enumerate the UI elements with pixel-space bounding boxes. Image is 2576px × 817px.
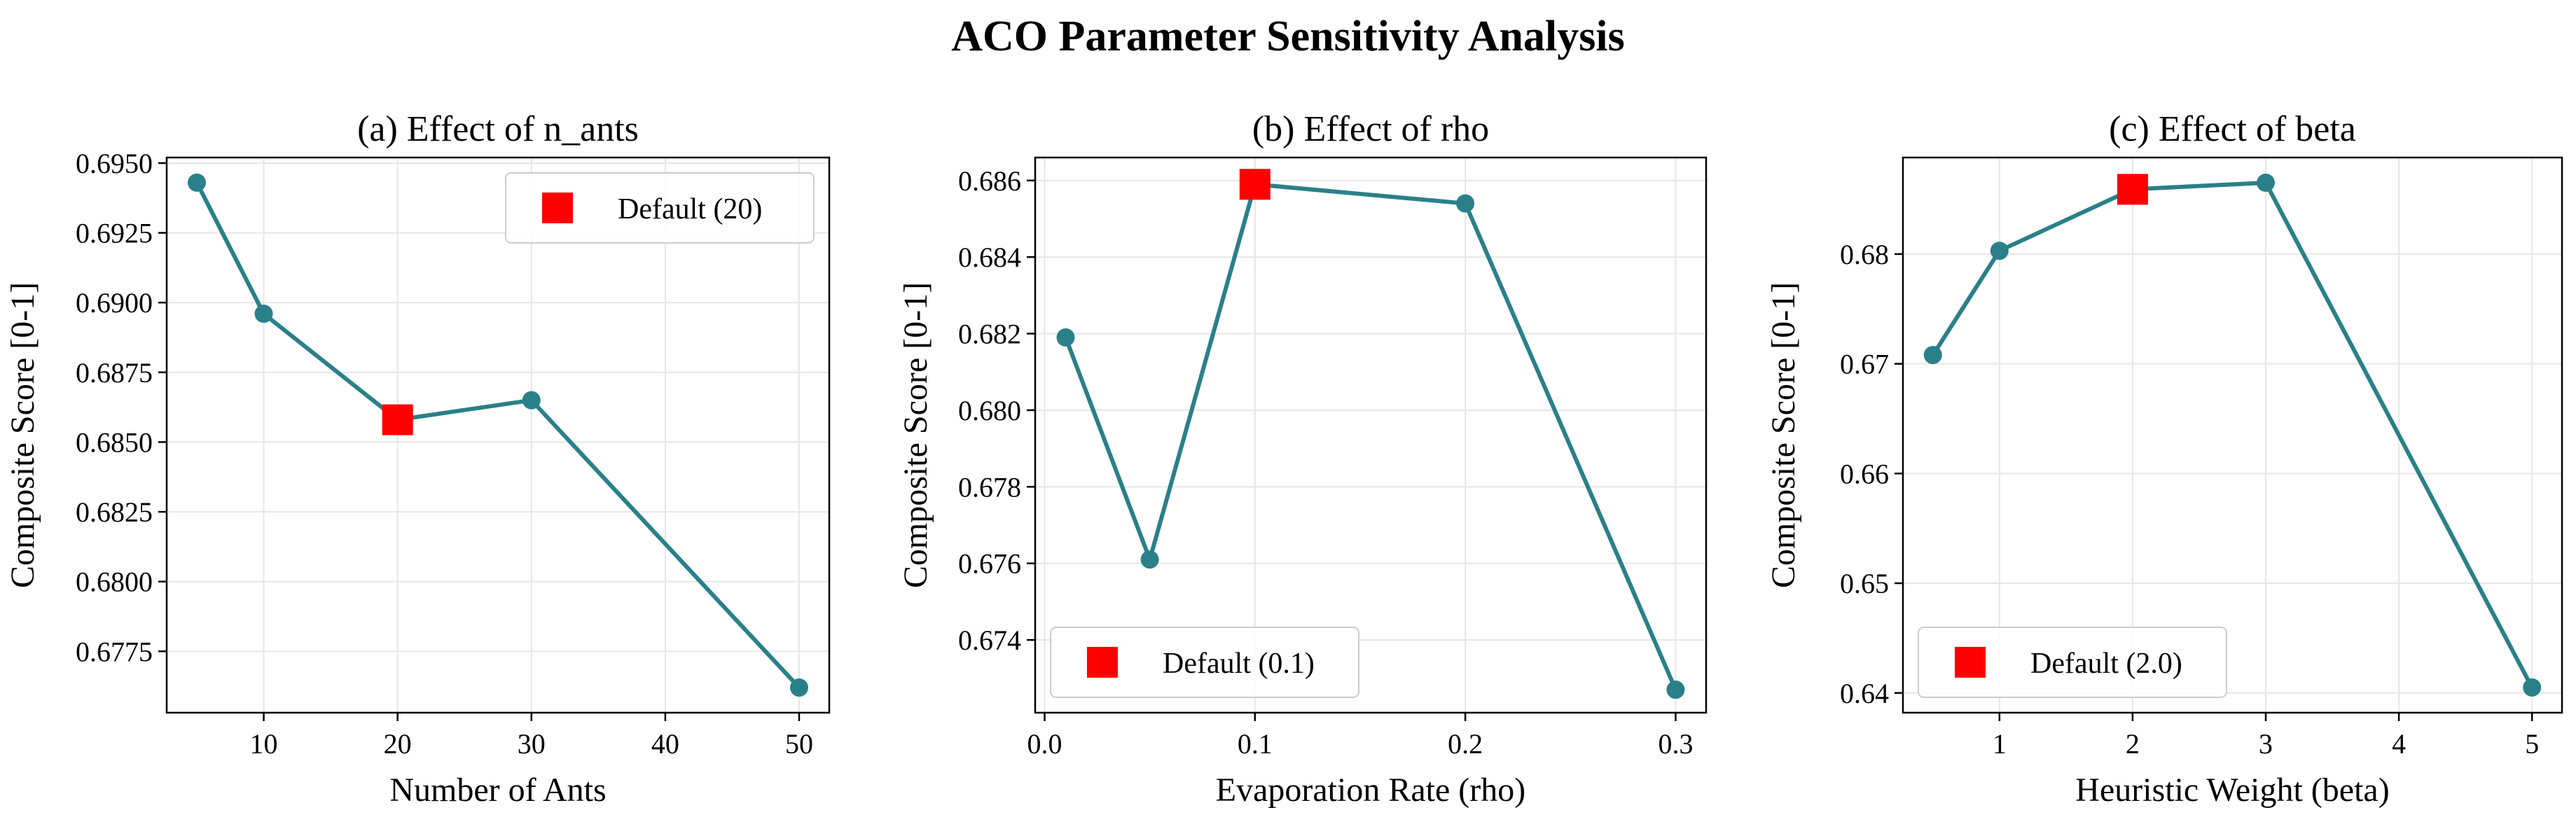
data-point — [790, 678, 808, 697]
y-tick-label: 0.680 — [958, 395, 1021, 426]
data-point — [1140, 550, 1159, 569]
legend-label: Default (0.1) — [1163, 648, 1315, 680]
y-tick-label: 0.676 — [958, 548, 1021, 580]
legend-label: Default (20) — [618, 193, 762, 225]
figure-title: ACO Parameter Sensitivity Analysis — [951, 13, 1625, 60]
x-tick-label: 30 — [518, 728, 546, 760]
y-axis-label: Composite Score [0-1] — [1765, 282, 1802, 588]
legend-box — [1050, 627, 1359, 698]
y-tick-label: 0.674 — [958, 624, 1021, 656]
y-tick-label: 0.6900 — [76, 287, 153, 319]
panel-effect-of-beta: 1 2 3 4 5 0.64 0.65 0.66 0.67 0.68 (c) Effect of b… — [1765, 109, 2563, 809]
y-tick-label: 0.6775 — [76, 636, 153, 667]
x-tick-label: 1 — [1993, 728, 2007, 760]
panel-effect-of-rho: 0.0 0.1 0.2 0.3 0.674 0.676 0.678 0.680 0.682 0.6… — [897, 109, 1708, 809]
legend-marker — [1955, 647, 1986, 678]
data-point — [188, 173, 206, 192]
legend-marker — [1087, 647, 1118, 678]
y-tick-label: 0.68 — [1840, 239, 1889, 270]
axes-frame — [1902, 156, 2563, 714]
legend: Default (20) — [505, 172, 815, 244]
x-tick-label: 3 — [2259, 728, 2273, 760]
x-tick-label: 0.1 — [1238, 728, 1273, 760]
y-tick-label: 0.6800 — [76, 566, 153, 598]
legend: Default (2.0) — [1918, 627, 2227, 698]
x-tick-label: 0.3 — [1658, 728, 1693, 760]
y-tick-label: 0.6825 — [76, 496, 153, 528]
legend-box — [505, 172, 815, 244]
series-line — [195, 181, 801, 690]
legend-box — [1918, 627, 2227, 698]
y-tick-label: 0.6925 — [76, 218, 153, 249]
legend-marker — [542, 193, 573, 223]
y-tick-label: 0.66 — [1840, 458, 1889, 489]
x-tick-label: 2 — [2126, 728, 2140, 760]
panel-title: (a) Effect of n_ants — [357, 109, 639, 149]
axes-frame — [1034, 156, 1708, 714]
x-axis-label: Number of Ants — [389, 771, 606, 809]
y-axis-label: Composite Score [0-1] — [4, 282, 41, 588]
axes-frame — [165, 156, 831, 714]
x-tick-label: 5 — [2525, 728, 2539, 760]
panel-title: (b) Effect of rho — [1252, 109, 1489, 149]
data-point — [1056, 328, 1075, 347]
y-tick-label: 0.65 — [1840, 568, 1889, 599]
default-marker — [382, 404, 413, 435]
data-point — [1990, 242, 2009, 260]
data-point — [1456, 194, 1475, 213]
series-line — [1931, 181, 2534, 689]
y-tick-label: 0.678 — [958, 471, 1021, 503]
x-tick-label: 0.2 — [1448, 728, 1483, 760]
panel-effect-of-n-ants: 10 20 30 40 50 0.6775 0.6800 0.6825 0.6850 0.6875… — [4, 109, 831, 809]
default-marker — [2117, 174, 2148, 205]
x-tick-label: 40 — [651, 728, 679, 760]
legend-label: Default (2.0) — [2030, 648, 2182, 680]
x-tick-label: 4 — [2392, 728, 2406, 760]
data-point — [2523, 678, 2542, 697]
y-tick-label: 0.686 — [958, 165, 1021, 197]
series-line — [1063, 182, 1678, 691]
panel-title: (c) Effect of beta — [2109, 109, 2356, 149]
default-marker — [1239, 169, 1270, 200]
y-tick-label: 0.64 — [1840, 678, 1889, 709]
data-point — [1666, 680, 1685, 699]
x-tick-label: 10 — [250, 728, 278, 760]
y-axis-label: Composite Score [0-1] — [897, 282, 934, 588]
y-tick-label: 0.684 — [958, 242, 1021, 273]
x-tick-label: 0.0 — [1027, 728, 1062, 760]
x-tick-label: 20 — [384, 728, 412, 760]
y-tick-label: 0.682 — [958, 319, 1021, 350]
data-point — [522, 391, 541, 410]
x-axis-label: Heuristic Weight (beta) — [2075, 771, 2389, 809]
data-point — [254, 305, 273, 323]
y-tick-label: 0.6875 — [76, 357, 153, 389]
y-tick-label: 0.6850 — [76, 426, 153, 458]
legend: Default (0.1) — [1050, 627, 1359, 698]
data-point — [2257, 174, 2276, 193]
x-tick-label: 50 — [785, 728, 813, 760]
data-point — [1923, 346, 1942, 365]
y-tick-label: 0.6950 — [76, 148, 153, 179]
y-tick-label: 0.67 — [1840, 349, 1889, 380]
x-axis-label: Evaporation Rate (rho) — [1216, 771, 1526, 809]
